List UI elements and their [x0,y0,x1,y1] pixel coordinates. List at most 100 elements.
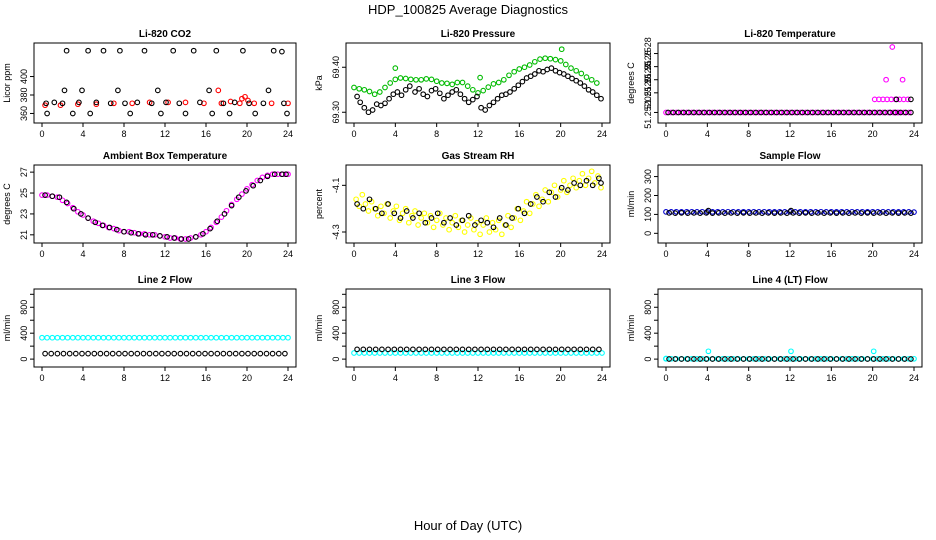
data-point [901,356,908,362]
data-point [177,334,184,341]
data-point [568,350,574,356]
data-point [386,95,392,102]
data-point [691,356,697,362]
x-tick-label: 8 [434,373,439,383]
data-point [457,91,464,98]
data-point [136,334,143,341]
data-point [859,109,866,116]
data-point [784,210,790,216]
y-tick-label: 21 [19,230,29,240]
data-point [802,356,809,362]
data-point [846,109,852,116]
x-tick-label: 0 [351,373,356,383]
data-point [846,356,852,362]
y-tick-label: 23 [19,209,29,219]
data-point [126,334,132,341]
data-point [369,107,376,113]
x-tick-label: 12 [160,129,170,139]
data-point [495,79,502,86]
data-point [815,210,821,216]
data-point [763,109,770,116]
data-point [815,109,821,116]
data-point [178,236,185,242]
series-green [351,55,600,98]
data-point [109,350,116,357]
data-point [573,77,580,84]
data-point [213,47,220,54]
plot-frame [657,164,923,244]
data-point [176,100,183,107]
data-point [452,212,459,219]
data-point [478,346,484,353]
data-point [85,215,91,221]
data-point [825,109,832,116]
data-point [152,350,159,357]
data-point [151,334,158,341]
data-point [441,95,447,102]
data-point [394,89,401,95]
data-point [849,355,855,362]
data-point [527,201,534,207]
data-point [251,100,258,107]
data-point [571,346,577,353]
data-point [438,80,445,86]
data-point [122,350,128,357]
data-point [694,109,700,116]
y-axis-label: percent [314,188,324,219]
data-point [236,100,243,107]
data-point [673,208,680,215]
data-point [722,356,728,362]
data-point [410,346,416,353]
data-point [465,212,472,219]
data-point [93,101,100,108]
x-tick-label: 0 [663,129,668,139]
data-point [441,219,447,226]
data-point [359,191,366,198]
data-point [215,87,222,94]
data-point [768,109,775,116]
data-point [424,93,431,100]
data-point [239,191,245,197]
data-point [883,76,889,83]
data-point [548,189,555,196]
x-tick-label: 0 [663,249,668,259]
data-point [548,65,555,71]
data-point [146,334,153,341]
data-point [64,334,71,341]
data-point [483,215,490,221]
data-point [157,233,163,239]
data-point [454,79,461,86]
data-point [515,346,522,353]
data-point [716,109,723,116]
data-point [60,350,67,357]
data-point [171,350,178,357]
data-point [486,102,493,109]
data-point [756,109,762,116]
data-point [570,175,576,182]
data-point [484,346,491,353]
y-tick-label: 100 [643,207,653,222]
panel-title: Li-820 Pressure [441,29,516,40]
data-point [382,84,388,91]
data-point [821,356,827,362]
panel-6: Sample Flow 0 4 8 12 16 20 24 0 100 200 300 ml/min [626,151,923,259]
data-point [110,100,117,107]
data-point [393,203,400,210]
data-point [753,210,759,216]
data-point [103,350,110,357]
data-point [54,194,61,201]
data-point [684,356,691,362]
data-point [568,65,574,71]
x-tick-label: 0 [351,249,356,259]
data-point [899,76,906,83]
data-point [485,350,492,356]
data-point [482,107,489,113]
data-point [861,109,868,116]
data-point [753,109,759,116]
data-point [105,334,112,341]
data-point [446,226,452,233]
data-point [75,334,81,341]
data-point [589,89,596,95]
data-point [784,356,790,362]
data-point [475,90,481,96]
